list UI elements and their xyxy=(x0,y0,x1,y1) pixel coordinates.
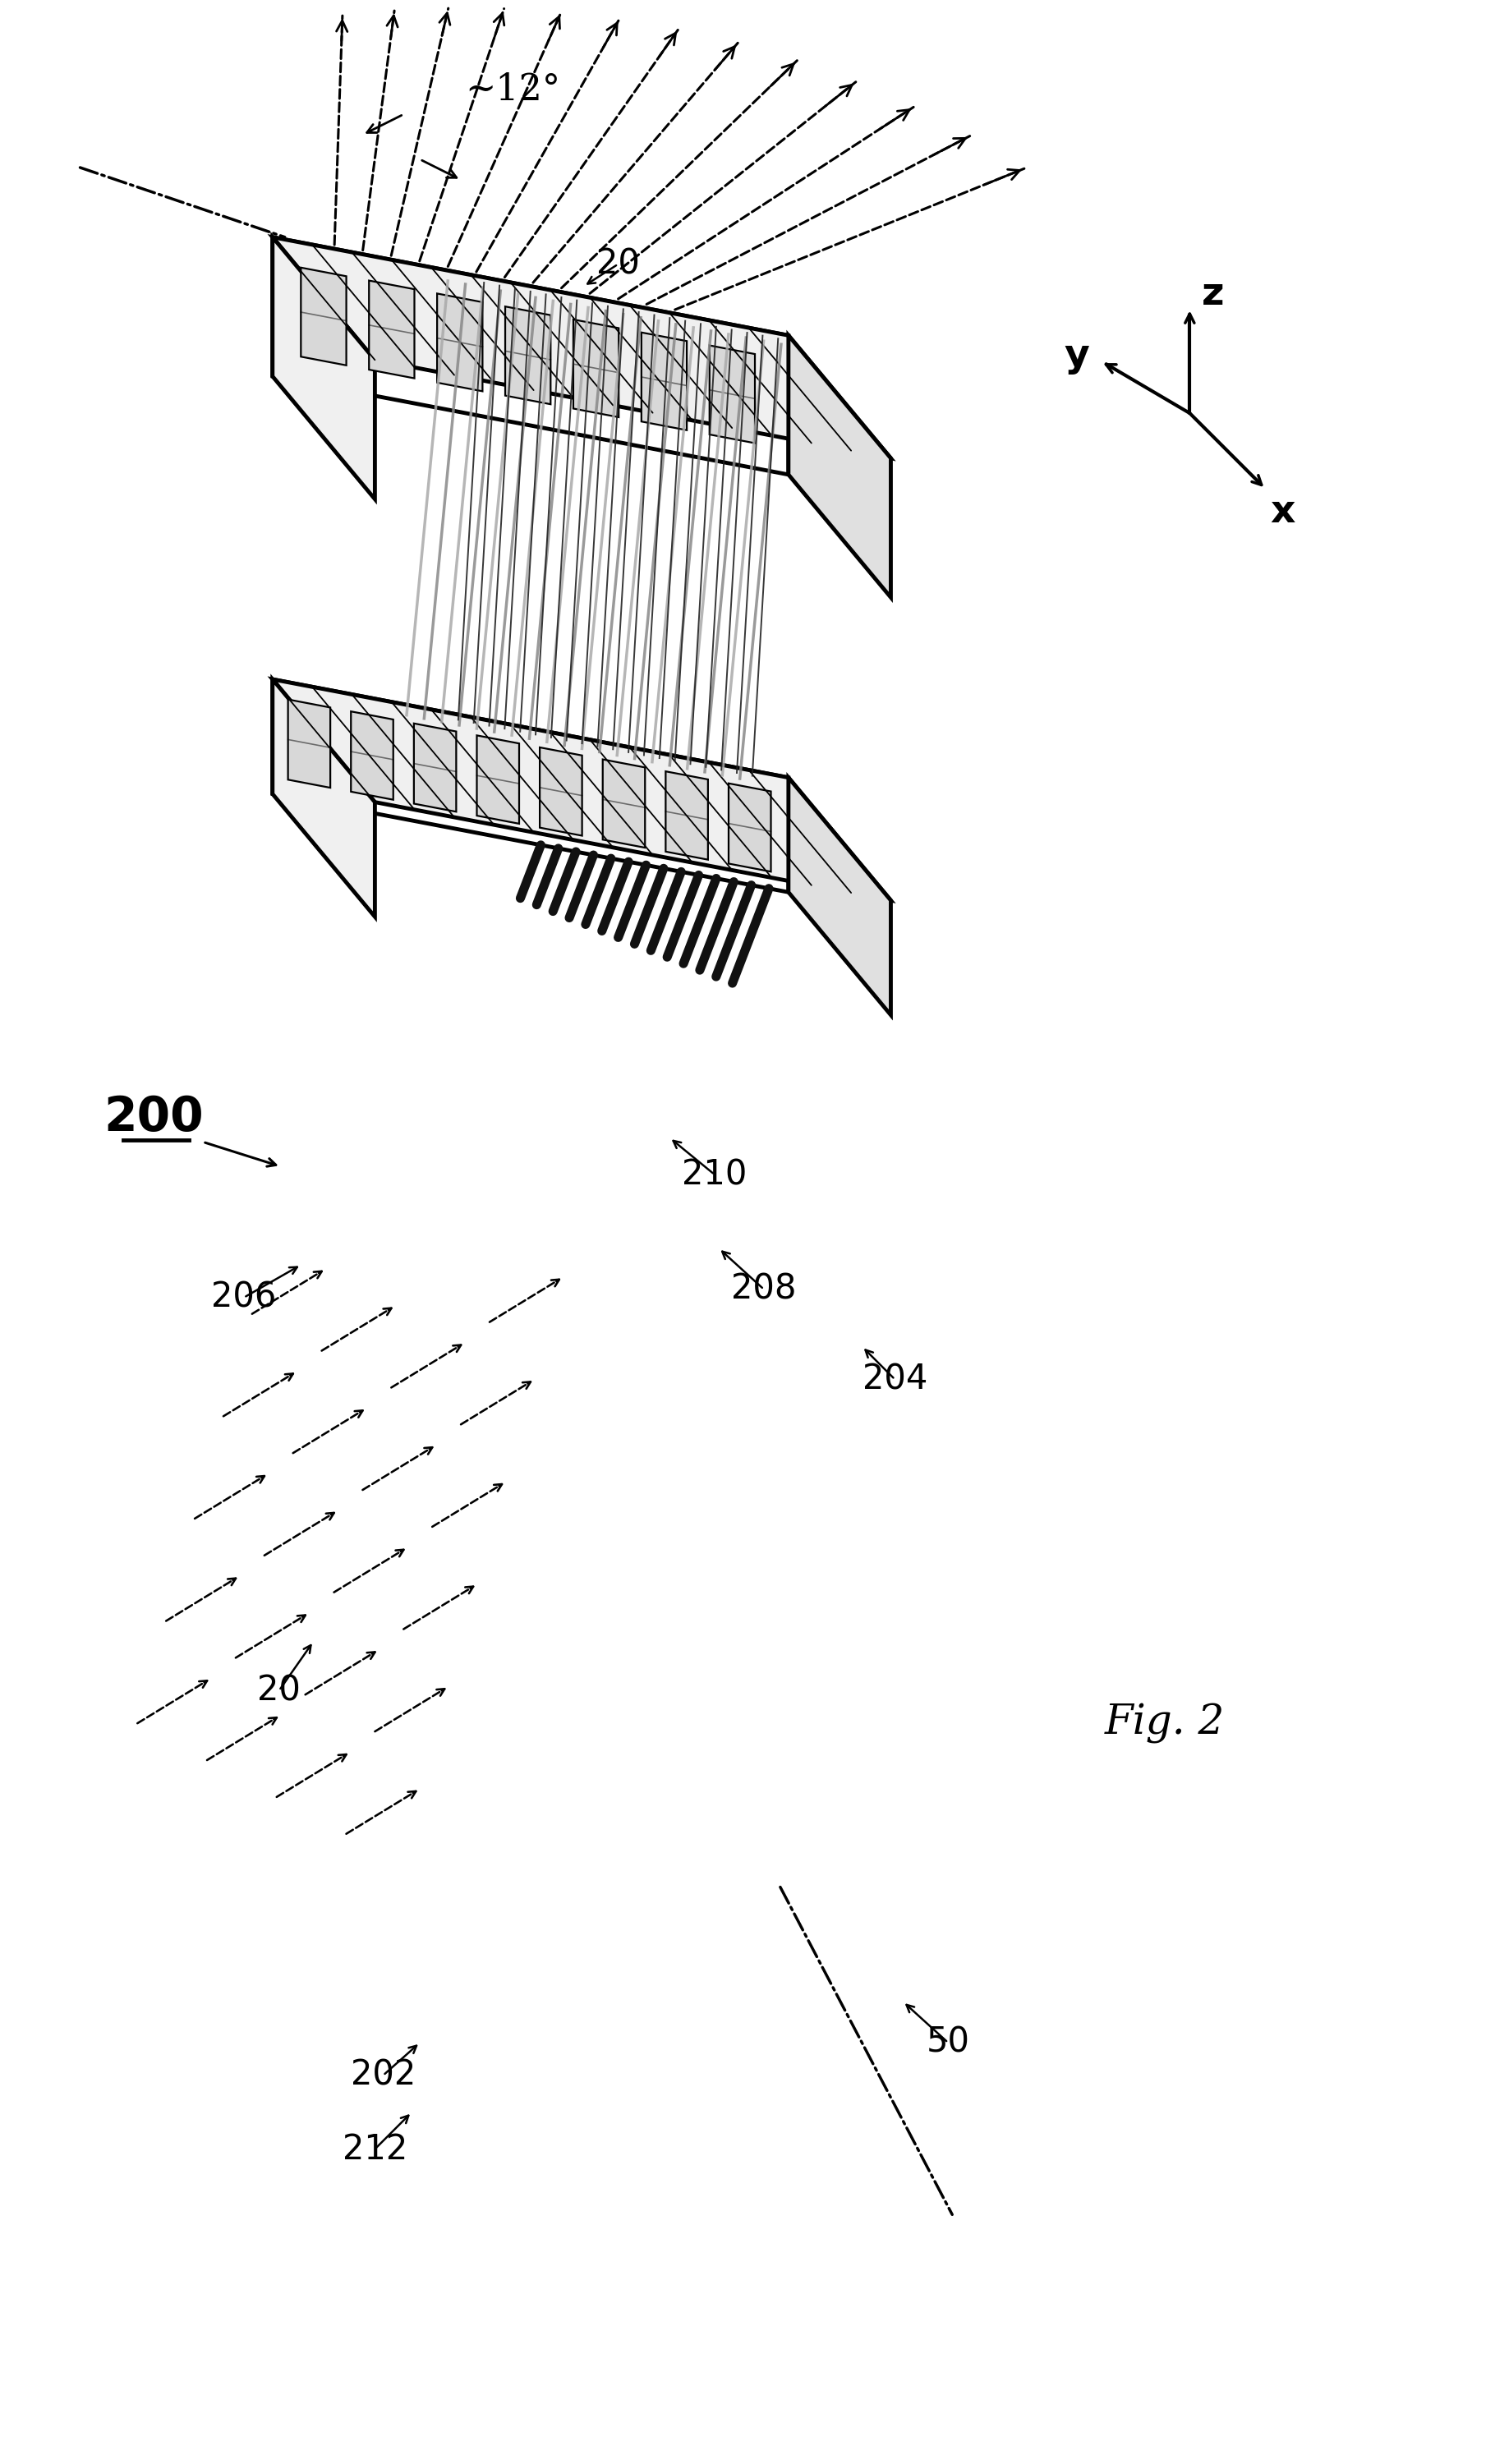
Polygon shape xyxy=(351,712,393,801)
Text: 50: 50 xyxy=(927,2025,970,2060)
Text: 20: 20 xyxy=(597,246,640,281)
Polygon shape xyxy=(272,680,375,917)
Polygon shape xyxy=(505,306,550,404)
Polygon shape xyxy=(641,333,686,431)
Polygon shape xyxy=(710,345,755,444)
Text: Fig. 2: Fig. 2 xyxy=(1105,1703,1226,1745)
Polygon shape xyxy=(272,680,788,892)
Polygon shape xyxy=(477,734,519,823)
Polygon shape xyxy=(414,724,456,811)
Text: 202: 202 xyxy=(350,2057,416,2092)
Text: 210: 210 xyxy=(682,1158,748,1193)
Text: x: x xyxy=(1271,493,1295,530)
Polygon shape xyxy=(788,335,891,596)
Polygon shape xyxy=(437,293,483,392)
Polygon shape xyxy=(728,784,771,872)
Text: 212: 212 xyxy=(342,2131,408,2166)
Text: y: y xyxy=(1064,338,1090,375)
Text: 204: 204 xyxy=(863,1363,927,1397)
Polygon shape xyxy=(369,281,414,379)
Polygon shape xyxy=(272,237,891,458)
Polygon shape xyxy=(289,700,330,788)
Text: 208: 208 xyxy=(731,1271,797,1306)
Text: 20: 20 xyxy=(257,1673,300,1708)
Text: ~12°: ~12° xyxy=(465,71,561,108)
Polygon shape xyxy=(665,771,709,860)
Polygon shape xyxy=(300,269,347,365)
Polygon shape xyxy=(573,320,619,416)
Text: 200: 200 xyxy=(103,1094,203,1141)
Polygon shape xyxy=(788,779,891,1015)
Polygon shape xyxy=(540,747,582,835)
Polygon shape xyxy=(272,237,375,500)
Polygon shape xyxy=(272,237,788,476)
Polygon shape xyxy=(272,680,891,899)
Text: 206: 206 xyxy=(211,1281,277,1316)
Text: z: z xyxy=(1202,276,1224,313)
Polygon shape xyxy=(602,759,644,848)
